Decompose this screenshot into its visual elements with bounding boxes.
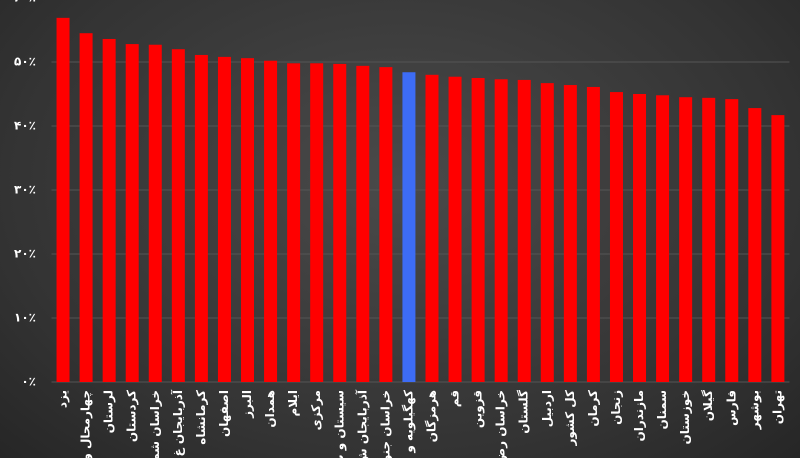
- x-tick-label: لرستان: [102, 390, 116, 433]
- x-tick-label: کرمانشاه: [194, 390, 208, 445]
- x-tick-label: تهران: [770, 390, 784, 424]
- x-tick-label: اردبیل: [540, 390, 554, 427]
- y-tick-label: ۶۰٪: [14, 0, 36, 5]
- bar: [563, 85, 577, 382]
- bar: [79, 33, 93, 382]
- bar: [725, 99, 739, 383]
- y-tick-label: ۲۰٪: [14, 247, 36, 261]
- x-tick-label: هرمزگان: [424, 390, 438, 442]
- x-tick-label: مرکزی: [309, 390, 323, 430]
- y-tick-label: ۱۰٪: [14, 311, 36, 325]
- x-tick-label: خوزستان: [678, 390, 693, 445]
- bar: [241, 58, 255, 382]
- bar: [379, 67, 393, 383]
- bar: [217, 56, 231, 382]
- x-tick-label: بوشهر: [747, 390, 762, 430]
- x-tick-label: قزوین: [471, 390, 486, 428]
- bar: [148, 44, 162, 382]
- x-tick-label: سیستان و ب: [332, 390, 347, 458]
- bar: [586, 86, 600, 383]
- x-tick-label: خراسان جنو: [378, 390, 393, 458]
- x-tick-label: فارس: [724, 390, 738, 426]
- x-tick-label: کهگیلویه و: [401, 390, 416, 454]
- x-tick-label: البرز: [240, 390, 254, 419]
- x-tick-label: کل کشور: [563, 390, 578, 447]
- x-tick-label: گلستان: [517, 390, 531, 434]
- bar: [310, 63, 324, 382]
- x-tick-label: آذربایجان ش: [354, 389, 369, 458]
- bar: [402, 72, 416, 383]
- bar: [56, 17, 70, 383]
- bar: [264, 60, 278, 382]
- x-tick-label: کرمان: [586, 390, 600, 427]
- bar: [356, 65, 370, 382]
- x-tick-label: خراسان شم: [148, 390, 162, 458]
- x-tick-label: مازندران: [632, 390, 646, 442]
- bar: [494, 79, 508, 382]
- bar: [287, 63, 301, 382]
- x-tick-label: همدان: [263, 390, 277, 428]
- bar: [656, 95, 670, 382]
- bar: [540, 83, 554, 383]
- x-tick-label: خراسان رض: [494, 390, 508, 458]
- x-tick-label: سمنان: [655, 390, 669, 430]
- y-tick-label: ۰٪: [21, 375, 36, 389]
- bar: [102, 38, 116, 383]
- bar: [702, 97, 716, 382]
- bar: [471, 78, 485, 382]
- x-tick-label: اصفهان: [217, 390, 231, 437]
- bar: [171, 49, 185, 382]
- y-tick-label: ۵۰٪: [14, 55, 36, 69]
- x-tick-label: گیلان: [701, 390, 715, 421]
- bar: [425, 74, 439, 383]
- y-tick-label: ۴۰٪: [14, 119, 36, 133]
- bar: [633, 94, 647, 382]
- x-tick-label: قم: [448, 390, 462, 407]
- bar: [679, 97, 693, 382]
- x-tick-label: زنجان: [609, 390, 623, 425]
- x-tick-label: یزد: [56, 390, 70, 408]
- x-tick-label: ایلام: [286, 390, 301, 417]
- y-tick-label: ۳۰٪: [14, 183, 36, 197]
- bar: [448, 76, 462, 382]
- bar: [748, 108, 762, 382]
- bar: [609, 92, 623, 382]
- bar: [194, 54, 208, 383]
- x-tick-label: کردستان: [125, 390, 139, 442]
- x-tick-label: آذربایجان غ: [170, 389, 185, 456]
- bar: [125, 44, 139, 383]
- x-tick-label: چهارمحال و: [79, 390, 94, 458]
- bar: [517, 79, 531, 383]
- bar: [771, 115, 785, 383]
- bar: [333, 63, 347, 383]
